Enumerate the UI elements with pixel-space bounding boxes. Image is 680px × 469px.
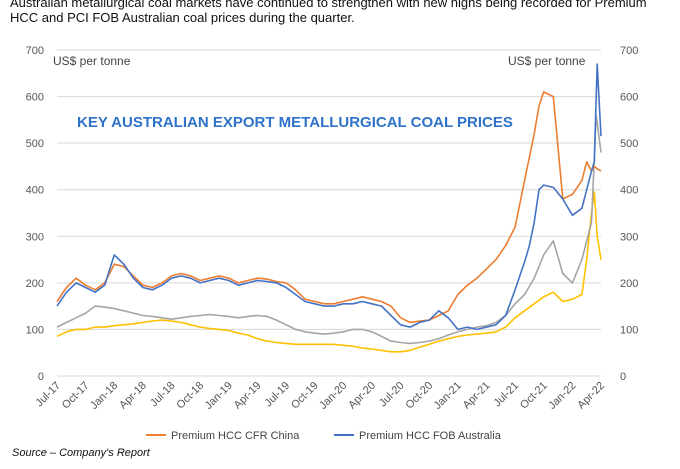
x-tick-label: Apr-19 <box>232 380 264 412</box>
y-tick-left: 0 <box>38 371 44 383</box>
intro-text: Australian metallurgical coal markets ha… <box>10 0 647 25</box>
y-tick-left: 500 <box>26 138 44 150</box>
y-tick-right: 500 <box>620 138 638 150</box>
legend-label: Premium HCC FOB Australia <box>359 430 502 442</box>
y-tick-left: 300 <box>26 231 44 243</box>
series-line-0 <box>56 91 602 324</box>
x-axis: Jul-17Oct-17Jan-18Apr-18Jul-18Oct-18Jan-… <box>33 380 607 412</box>
y-tick-left: 100 <box>26 324 44 336</box>
x-tick-label: Jul-20 <box>377 380 407 410</box>
y-tick-right: 0 <box>620 371 626 383</box>
legend: Premium HCC CFR China Premium HCC FOB Aus… <box>146 430 502 442</box>
x-tick-label: Jan-20 <box>317 380 349 412</box>
y-axis-left: 0 100 200 300 400 500 600 700 <box>26 45 44 383</box>
x-tick-label: Oct-19 <box>289 380 321 412</box>
x-tick-label: Jan-21 <box>432 380 464 412</box>
y-tick-right: 400 <box>620 185 638 197</box>
series-line-1 <box>56 63 602 331</box>
y-tick-left: 700 <box>26 45 44 57</box>
legend-label: Premium HCC CFR China <box>171 430 300 442</box>
y-tick-left: 200 <box>26 278 44 290</box>
x-tick-label: Jul-19 <box>262 380 292 410</box>
y-tick-right: 300 <box>620 231 638 243</box>
x-tick-label: Oct-20 <box>404 380 436 412</box>
y-tick-right: 700 <box>620 45 638 57</box>
x-tick-label: Apr-20 <box>346 380 378 412</box>
x-tick-label: Jul-18 <box>148 380 178 410</box>
y-unit-right: US$ per tonne <box>508 54 586 68</box>
y-tick-left: 600 <box>26 92 44 104</box>
x-tick-label: Jan-19 <box>203 380 235 412</box>
series-line-2 <box>56 114 602 345</box>
chart-title: KEY AUSTRALIAN EXPORT METALLURGICAL COAL… <box>77 114 513 131</box>
y-tick-right: 100 <box>620 324 638 336</box>
x-tick-label: Oct-17 <box>60 380 92 412</box>
x-tick-label: Apr-22 <box>575 380 607 412</box>
x-tick-label: Jan-22 <box>546 380 578 412</box>
x-tick-label: Jul-21 <box>492 380 522 410</box>
gridlines <box>57 49 601 377</box>
x-tick-label: Apr-21 <box>461 380 493 412</box>
y-axis-right: 0 100 200 300 400 500 600 700 <box>620 45 638 383</box>
y-unit-left: US$ per tonne <box>53 54 131 68</box>
source-note: Source – Company's Report <box>12 447 150 459</box>
x-tick-label: Oct-18 <box>174 380 206 412</box>
x-tick-label: Apr-18 <box>117 380 149 412</box>
x-tick-label: Jul-17 <box>33 380 63 410</box>
x-tick-label: Oct-21 <box>518 380 550 412</box>
series-lines <box>56 63 602 353</box>
y-tick-right: 200 <box>620 278 638 290</box>
x-tick-label: Jan-18 <box>88 380 120 412</box>
series-line-3 <box>56 191 602 353</box>
y-tick-left: 400 <box>26 185 44 197</box>
y-tick-right: 600 <box>620 92 638 104</box>
